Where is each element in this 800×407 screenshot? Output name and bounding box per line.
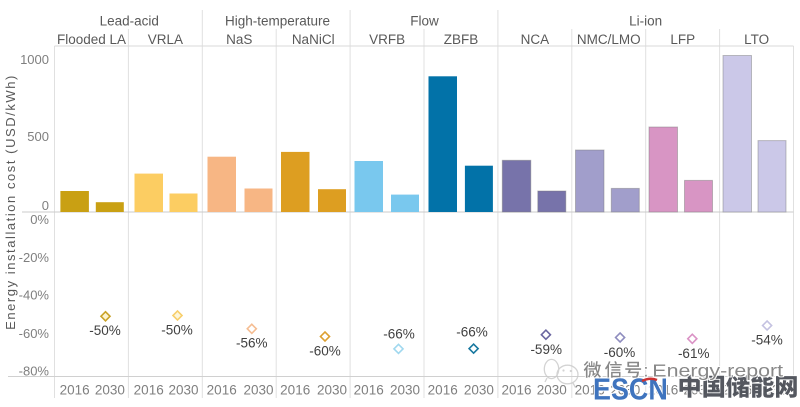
svg-text:2030: 2030: [390, 383, 420, 398]
svg-text:500: 500: [27, 129, 49, 144]
svg-text:-50%: -50%: [161, 323, 193, 338]
svg-text:-56%: -56%: [236, 336, 268, 351]
svg-text:VRLA: VRLA: [148, 32, 183, 47]
svg-text:-54%: -54%: [751, 333, 783, 348]
svg-text:2016: 2016: [280, 383, 310, 398]
svg-text:LTO: LTO: [744, 32, 769, 47]
svg-text:2016: 2016: [501, 383, 531, 398]
svg-text:2030: 2030: [243, 383, 273, 398]
svg-text:-80%: -80%: [19, 364, 50, 379]
svg-text:-40%: -40%: [19, 288, 50, 303]
svg-text:-60%: -60%: [604, 345, 636, 360]
svg-text:-60%: -60%: [309, 344, 341, 359]
svg-text:1000: 1000: [20, 52, 49, 67]
svg-text:0%: 0%: [30, 212, 49, 227]
svg-text:2016: 2016: [648, 383, 678, 398]
svg-text:Energy-report: Energy-report: [652, 361, 783, 381]
svg-text:2030: 2030: [95, 383, 125, 398]
svg-text:-20%: -20%: [19, 250, 50, 265]
svg-text:Flooded LA: Flooded LA: [57, 32, 126, 47]
svg-text:-59%: -59%: [530, 342, 562, 357]
svg-text:2030: 2030: [610, 383, 640, 398]
svg-text:Li-ion: Li-ion: [629, 14, 662, 29]
svg-text:NMC/LMO: NMC/LMO: [577, 32, 641, 47]
svg-text:2030: 2030: [317, 383, 347, 398]
svg-text:-60%: -60%: [19, 326, 50, 341]
svg-text:NCA: NCA: [521, 32, 550, 47]
svg-text:ESCN: ESCN: [593, 372, 668, 407]
svg-text:-66%: -66%: [456, 325, 488, 340]
svg-text:2030: 2030: [168, 383, 198, 398]
svg-text:2016: 2016: [207, 383, 237, 398]
svg-text:-66%: -66%: [383, 327, 415, 342]
svg-text:0: 0: [42, 198, 49, 213]
svg-text:2016: 2016: [428, 383, 458, 398]
svg-text:2016: 2016: [60, 383, 90, 398]
svg-text:-50%: -50%: [89, 323, 121, 338]
svg-text:ZBFB: ZBFB: [444, 32, 479, 47]
svg-text::: :: [644, 361, 649, 381]
svg-text:Energy installation cost (USD/: Energy installation cost (USD/kWh): [3, 74, 18, 330]
svg-text:VRFB: VRFB: [369, 32, 405, 47]
svg-text:2030: 2030: [464, 383, 494, 398]
svg-text:Lead-acid: Lead-acid: [100, 14, 159, 29]
svg-text:LFP: LFP: [670, 32, 695, 47]
svg-text:High-temperature: High-temperature: [225, 14, 330, 29]
svg-text:-61%: -61%: [678, 346, 710, 361]
svg-text:2016: 2016: [354, 383, 384, 398]
svg-text:NaNiCl: NaNiCl: [292, 32, 335, 47]
svg-text:2030: 2030: [537, 383, 567, 398]
svg-text:2016: 2016: [134, 383, 164, 398]
svg-text:NaS: NaS: [226, 32, 252, 47]
svg-text:Flow: Flow: [410, 14, 439, 29]
svg-text:2016: 2016: [575, 383, 605, 398]
